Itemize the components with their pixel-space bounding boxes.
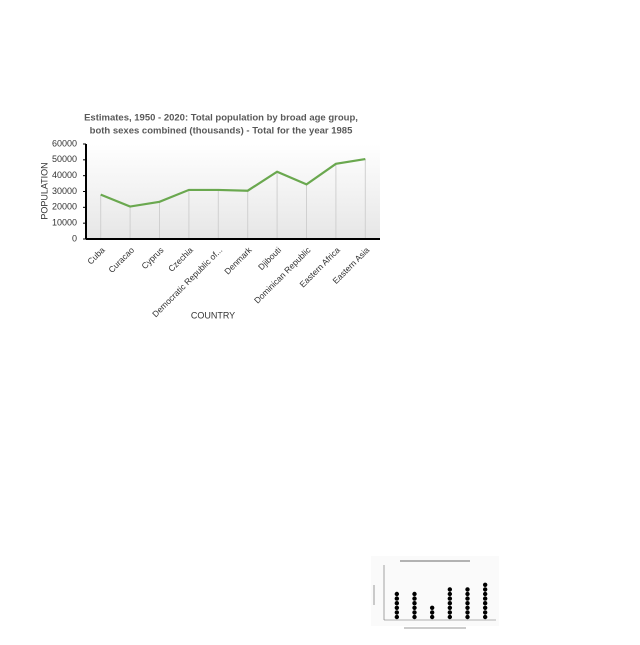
chart-title: Estimates, 1950 - 2020: Total population… bbox=[84, 113, 358, 124]
dot bbox=[429, 605, 435, 610]
dot bbox=[482, 610, 488, 615]
dot bbox=[465, 601, 470, 606]
x-tick-label: Czechia bbox=[166, 245, 195, 274]
dot bbox=[482, 582, 488, 587]
y-tick-label: 50000 bbox=[52, 154, 77, 164]
line bbox=[100, 157, 366, 208]
x-tick-label: Curacao bbox=[106, 245, 136, 275]
dot bbox=[412, 601, 417, 606]
dot bbox=[429, 610, 435, 615]
dot bbox=[394, 601, 400, 606]
dot bbox=[447, 601, 453, 606]
dot bbox=[465, 587, 470, 592]
thumbnail-frame bbox=[371, 556, 499, 626]
dot bbox=[447, 596, 453, 601]
dot bbox=[447, 587, 453, 592]
dot bbox=[394, 591, 400, 597]
dot-column bbox=[447, 587, 453, 620]
dot bbox=[412, 605, 417, 610]
dot bbox=[447, 605, 453, 610]
dot-column bbox=[429, 605, 435, 620]
dot bbox=[465, 591, 470, 597]
dot bbox=[447, 610, 453, 615]
dot bbox=[394, 610, 400, 615]
dot bbox=[412, 596, 417, 601]
dot bbox=[482, 591, 488, 597]
dot bbox=[412, 591, 417, 597]
x-tick-label: Denmark bbox=[222, 244, 254, 276]
y-tick-label: 10000 bbox=[52, 218, 77, 228]
y-tick-label: 40000 bbox=[52, 170, 77, 180]
dot bbox=[482, 614, 488, 620]
dot bbox=[482, 601, 488, 606]
dot bbox=[447, 614, 453, 620]
x-tick-label: Djibouti bbox=[256, 245, 283, 272]
dot bbox=[465, 614, 470, 620]
dot bbox=[482, 605, 488, 610]
dot-column bbox=[465, 587, 470, 620]
plot-background bbox=[86, 144, 380, 239]
dot bbox=[394, 596, 400, 601]
dot bbox=[465, 610, 470, 615]
dot bbox=[412, 614, 417, 620]
dot bbox=[465, 596, 470, 601]
y-tick-label: 30000 bbox=[52, 186, 77, 196]
x-axis-label: COUNTRY bbox=[191, 310, 235, 320]
dot-column bbox=[412, 591, 417, 620]
dot bbox=[394, 614, 400, 620]
dot bbox=[412, 610, 417, 615]
dot-column bbox=[394, 591, 400, 620]
dot bbox=[447, 591, 453, 597]
dot bbox=[482, 587, 488, 592]
dot bbox=[465, 605, 470, 610]
y-tick-label: 0 bbox=[72, 233, 77, 243]
x-tick-label: Cuba bbox=[85, 245, 107, 267]
dot bbox=[394, 605, 400, 610]
y-axis-label: POPULATION bbox=[39, 162, 49, 219]
dot bbox=[429, 614, 435, 620]
x-tick-label: Cyprus bbox=[139, 245, 165, 271]
dot-column bbox=[482, 582, 488, 620]
y-tick-label: 60000 bbox=[52, 138, 77, 148]
chart-title: both sexes combined (thousands) - Total … bbox=[90, 126, 353, 137]
y-tick-label: 20000 bbox=[52, 202, 77, 212]
dot bbox=[482, 596, 488, 601]
